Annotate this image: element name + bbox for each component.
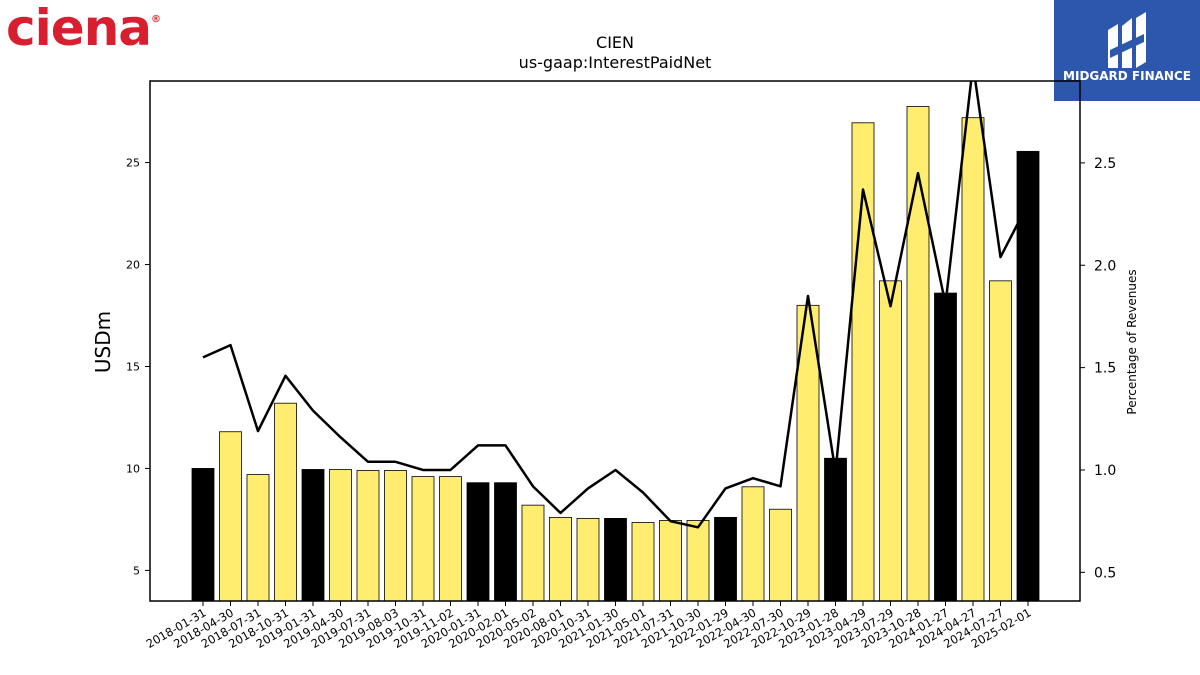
y-axis-label: USDm	[91, 311, 115, 373]
bar-2018-10-31	[274, 402, 297, 601]
y2-tick-label: 1.5	[1094, 361, 1116, 377]
y2-tick-label: 1.0	[1094, 463, 1116, 479]
bar-2022-01-29	[714, 516, 737, 601]
bar-2018-07-31	[246, 474, 270, 601]
bar-2022-04-30	[741, 486, 765, 601]
bar-2024-01-27	[934, 292, 957, 601]
bar-2019-04-30	[329, 469, 352, 601]
bar-2023-01-28	[824, 457, 847, 601]
y-tick-label: 20	[126, 259, 140, 272]
bar-2024-07-27	[989, 280, 1012, 601]
bar-2019-07-31	[356, 470, 380, 601]
bar-2020-01-31	[466, 482, 490, 601]
bar-2020-10-31	[576, 518, 600, 601]
bar-2025-02-01	[1016, 150, 1040, 601]
bar-2021-10-30	[686, 520, 710, 601]
revenue-percentage-line	[202, 81, 1030, 529]
y-tick-label: 5	[133, 564, 140, 577]
y-tick-label: 25	[126, 157, 140, 170]
bar-2019-08-03	[384, 470, 407, 601]
y2-tick-label: 2.0	[1094, 258, 1116, 274]
bar-2020-05-02	[521, 504, 545, 601]
bar-2018-01-31	[191, 468, 215, 601]
y-tick-label: 15	[126, 360, 140, 373]
y-tick-label: 10	[126, 462, 140, 475]
bar-2021-05-01	[631, 522, 655, 601]
y2-axis-label: Percentage of Revenues	[1125, 269, 1139, 414]
midgard-finance-logo: MIDGARD FINANCE	[1054, 0, 1200, 101]
bar-2022-07-30	[769, 508, 792, 601]
bar-2020-08-01	[549, 516, 572, 601]
bar-2018-04-30	[219, 431, 242, 601]
bar-2024-04-27	[961, 117, 985, 601]
midgard-brand-text: MIDGARD FINANCE	[1063, 69, 1191, 83]
bar-2022-10-29	[796, 304, 820, 601]
bar-2019-10-31	[411, 476, 435, 601]
bar-2023-07-29	[879, 280, 902, 601]
bar-2021-07-31	[659, 520, 682, 601]
bar-2020-02-01	[494, 482, 517, 601]
y2-tick-label: 2.5	[1094, 156, 1116, 172]
bar-2019-11-02	[439, 476, 462, 601]
midgard-mark-icon	[1108, 12, 1146, 68]
chart-title: CIEN	[596, 33, 634, 52]
y2-tick-label: 0.5	[1094, 565, 1116, 581]
ciena-logo: ciena®	[6, 0, 161, 57]
bar-2021-01-30	[604, 518, 627, 601]
chart-subtitle: us-gaap:InterestPaidNet	[519, 53, 712, 72]
bar-2019-01-31	[301, 469, 325, 601]
bar-2023-10-28	[906, 106, 930, 601]
